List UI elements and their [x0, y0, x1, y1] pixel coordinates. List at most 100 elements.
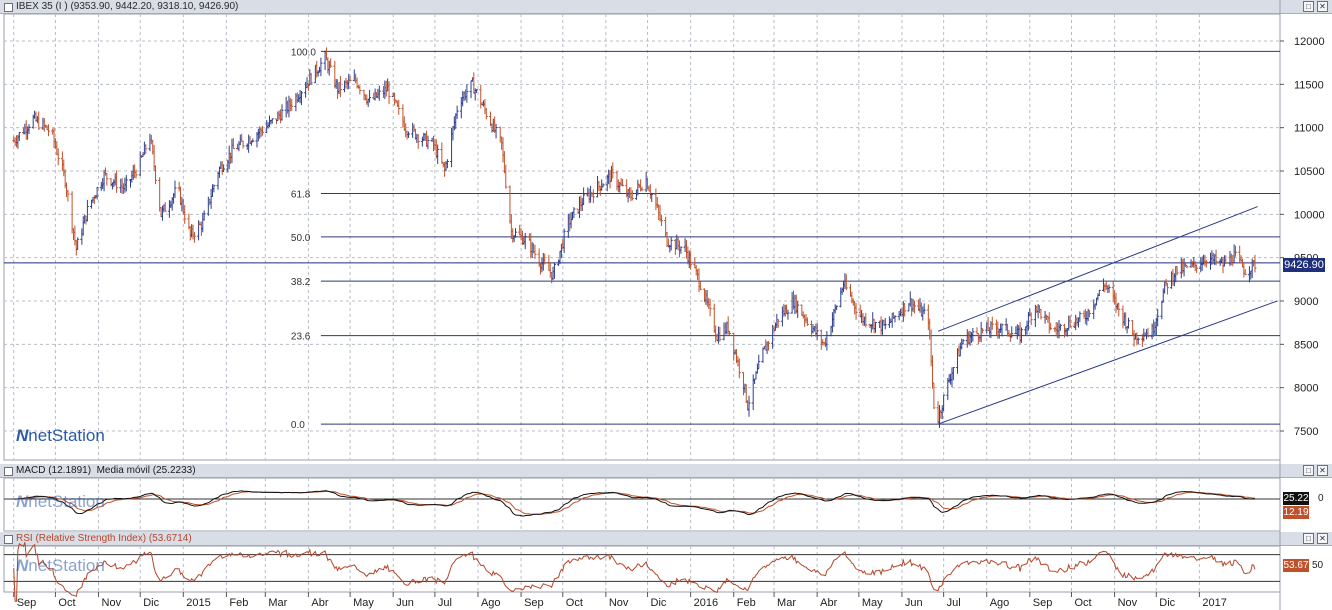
- ohlc-bar: [1146, 327, 1150, 338]
- ohlc-bar: [835, 305, 839, 311]
- ohlc-bar: [241, 140, 245, 149]
- ohlc-bar: [1058, 323, 1062, 331]
- y-tick-label: 8000: [1294, 383, 1318, 395]
- y-tick-label: 10000: [1294, 209, 1325, 221]
- macd-panel-checkbox[interactable]: [4, 467, 13, 476]
- rsi-panel-restore-button[interactable]: □: [1303, 533, 1314, 544]
- ohlc-bar: [1049, 322, 1053, 331]
- main-panel-checkbox[interactable]: [4, 3, 13, 12]
- main-panel-restore-button[interactable]: □: [1303, 1, 1314, 12]
- ohlc-bar: [572, 207, 576, 219]
- rsi-value-tag: 53.67: [1283, 559, 1309, 572]
- ohlc-bar: [523, 232, 527, 250]
- fib-level-label: 0.0: [291, 420, 305, 431]
- ohlc-bar: [679, 246, 683, 254]
- x-tick-label: Nov: [102, 597, 122, 609]
- macd-title: MACD (12.1891): [16, 465, 92, 476]
- ohlc-bar: [1010, 326, 1014, 338]
- ohlc-bar: [1253, 254, 1257, 273]
- rsi-line: [13, 542, 1256, 602]
- main-panel-close-button[interactable]: ✕: [1317, 1, 1328, 12]
- ohlc-bar: [562, 228, 566, 254]
- ohlc-bar: [124, 175, 128, 192]
- netstation-logo-mark: N: [16, 426, 29, 445]
- ohlc-bar: [158, 177, 162, 212]
- netstation-logo-text: netStation: [28, 492, 105, 511]
- ohlc-bar: [1165, 282, 1169, 295]
- x-tick-label: Nov: [609, 597, 629, 609]
- ohlc-bar: [1107, 284, 1111, 293]
- macd-signal-tag: 25.22: [1283, 492, 1309, 505]
- ohlc-bar: [231, 138, 235, 149]
- ohlc-bar: [154, 165, 158, 185]
- ohlc-bar: [85, 199, 89, 222]
- channel-layer: [937, 206, 1278, 425]
- ohlc-bar: [348, 75, 352, 81]
- ohlc-bar: [737, 358, 741, 379]
- ohlc-bar: [659, 214, 663, 227]
- ohlc-bar: [504, 164, 508, 189]
- x-tick-label: Feb: [229, 597, 248, 609]
- ohlc-bar: [397, 99, 401, 115]
- ohlc-bar: [280, 104, 284, 121]
- macd-panel-close-button[interactable]: ✕: [1317, 465, 1328, 476]
- ohlc-bar: [377, 85, 381, 101]
- last-price-tag: 9426.90: [1283, 258, 1325, 272]
- ohlc-bar: [1097, 289, 1101, 297]
- ohlc-bar: [56, 148, 60, 166]
- ohlc-bar: [134, 169, 138, 179]
- main-panel-title: IBEX 35 (I ) (9353.90, 9442.20, 9318.10,…: [16, 1, 239, 12]
- x-tick-label: 2015: [186, 597, 210, 609]
- ohlc-bar: [796, 301, 800, 318]
- ohlc-bar: [543, 253, 547, 265]
- y-tick-label: 11500: [1294, 79, 1324, 91]
- ohlc-bar: [728, 330, 732, 335]
- ohlc-bar: [732, 332, 736, 361]
- ohlc-bar: [406, 131, 410, 138]
- ohlc-bar: [416, 134, 420, 149]
- ohlc-bar: [971, 328, 975, 342]
- ohlc-bar: [1175, 266, 1179, 276]
- ohlc-bar: [1000, 323, 1004, 337]
- ohlc-bar: [1195, 264, 1199, 274]
- ohlc-bar: [183, 205, 187, 224]
- ohlc-bar: [358, 85, 362, 95]
- ohlc-bar: [1117, 302, 1121, 317]
- ohlc-bar: [1243, 269, 1247, 276]
- ohlc-bars: [12, 47, 1257, 428]
- ohlc-bar: [747, 395, 751, 417]
- ohlc-bar: [766, 341, 770, 351]
- macd-panel-title: MACD (12.1891) Media móvil (25.2233): [16, 464, 196, 477]
- macd-ma-title: Media móvil (25.2233): [96, 465, 196, 476]
- ohlc-bar: [761, 347, 765, 363]
- rsi-panel-title: RSI (Relative Strength Index) (53.6714): [16, 533, 192, 544]
- x-tick-label: Abr: [820, 597, 837, 609]
- ohlc-bar: [222, 164, 226, 172]
- macd-panel-restore-button[interactable]: □: [1303, 465, 1314, 476]
- ohlc-bar: [1160, 300, 1164, 320]
- ohlc-bar: [309, 72, 313, 86]
- ohlc-bar: [475, 89, 479, 93]
- rsi-panel-close-button[interactable]: ✕: [1317, 533, 1328, 544]
- ohlc-bar: [368, 90, 372, 103]
- x-tick-label: Dic: [143, 597, 159, 609]
- macd-lines: [4, 490, 1280, 517]
- x-tick-label: Dic: [651, 597, 667, 609]
- ohlc-bar: [465, 84, 469, 103]
- x-tick-label: 2016: [694, 597, 718, 609]
- x-tick-label: Abr: [311, 597, 328, 609]
- grid-layer: [3, 0, 1281, 610]
- ohlc-bar: [105, 172, 109, 186]
- ohlc-bar: [329, 58, 333, 68]
- ohlc-bar: [864, 313, 868, 328]
- panel-frame: [3, 545, 1281, 593]
- rsi-panel-checkbox[interactable]: [4, 535, 13, 544]
- ohlc-bar: [46, 124, 50, 137]
- ohlc-bar: [883, 318, 887, 330]
- ohlc-bar: [138, 151, 142, 177]
- x-tick-label: Ago: [990, 597, 1010, 609]
- ohlc-bar: [338, 76, 342, 98]
- x-tick-label: Oct: [566, 597, 583, 609]
- x-tick-label: Sep: [524, 597, 544, 609]
